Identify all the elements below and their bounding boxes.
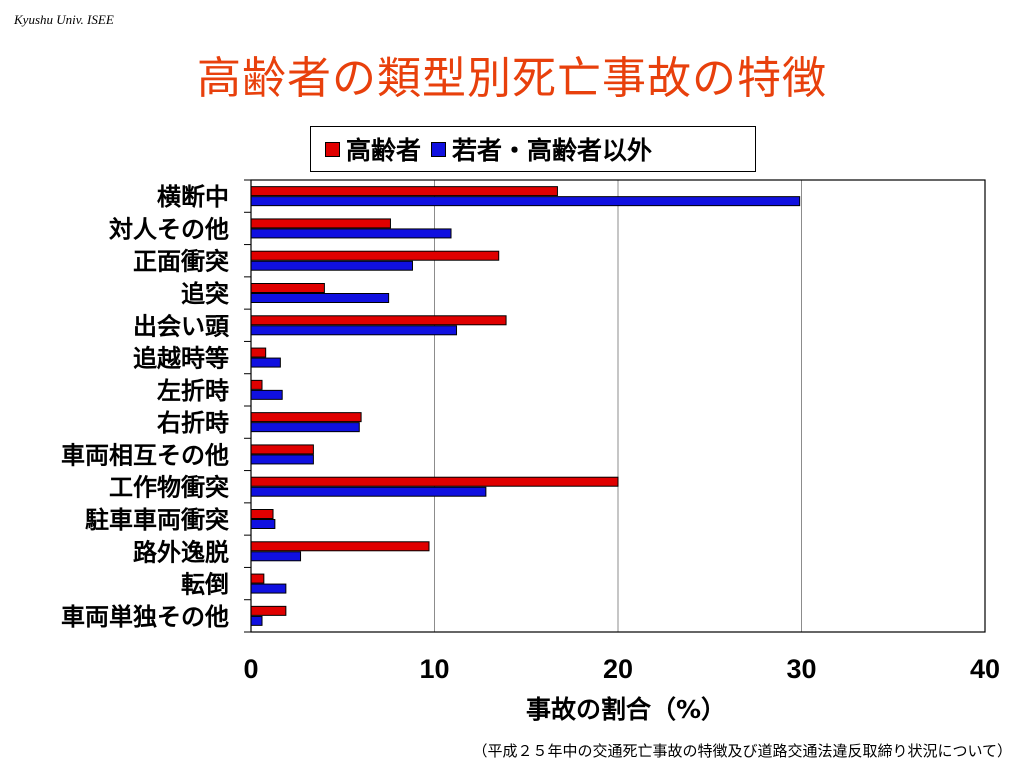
bar-others [250, 551, 302, 562]
legend-label-elderly: 高齢者 [346, 136, 422, 165]
category-label: 左折時 [157, 377, 229, 405]
x-axis-label: 事故の割合（%） [526, 695, 726, 724]
bar-elderly [250, 509, 274, 519]
bar-elderly [250, 347, 267, 358]
legend-swatch-elderly [325, 141, 340, 157]
bar-elderly [250, 186, 558, 197]
bar-elderly [250, 412, 362, 423]
bar-elderly [250, 315, 507, 326]
bar-elderly [250, 250, 500, 261]
category-label: 駐車車両衝突 [85, 506, 229, 534]
category-label: 出会い頭 [133, 312, 230, 340]
chart-legend: 高齢者 若者・高齢者以外 [310, 126, 756, 172]
bar-others [250, 293, 390, 303]
category-label: 横断中 [157, 183, 229, 211]
category-label: 正面衝突 [133, 248, 229, 276]
legend-item-elderly: 高齢者 [325, 131, 421, 167]
bar-others [250, 196, 801, 207]
x-tick-label: 30 [786, 654, 816, 684]
bar-elderly [250, 476, 619, 487]
bar-others [250, 325, 458, 336]
category-label: 車両相互その他 [61, 441, 229, 469]
bar-elderly [250, 605, 287, 616]
category-label: 右折時 [157, 409, 229, 437]
x-tick-label: 40 [970, 654, 1000, 684]
category-label: 対人その他 [109, 215, 229, 243]
bar-elderly [250, 573, 265, 584]
x-tick-label: 20 [603, 654, 633, 684]
legend-swatch-others [431, 141, 447, 157]
bar-elderly [250, 283, 325, 293]
page-title: 高齢者の類型別死亡事故の特徴 [197, 53, 827, 104]
x-tick-label: 0 [243, 654, 258, 684]
legend-label-others: 若者・高齢者以外 [452, 136, 653, 165]
category-label: 転倒 [181, 571, 229, 599]
legend-item-others: 若者・高齢者以外 [431, 131, 652, 167]
bar-others [250, 583, 287, 594]
bar-others [250, 357, 281, 368]
bar-elderly [250, 541, 430, 552]
bar-others [250, 389, 283, 400]
category-label: 工作物衝突 [109, 474, 229, 502]
bar-others [250, 422, 360, 433]
bar-others [250, 228, 452, 239]
category-label: 路外逸脱 [133, 538, 229, 566]
category-label: 追越時等 [133, 345, 229, 373]
bar-elderly [250, 444, 314, 455]
bar-others [250, 519, 276, 529]
category-label: 追突 [181, 280, 229, 308]
category-label: 車両単独その他 [61, 603, 229, 631]
source-footnote: （平成２５年中の交通死亡事故の特徴及び道路交通法違反取締り状況について） [472, 742, 1012, 760]
bar-others [250, 486, 487, 497]
x-tick-label: 10 [419, 654, 449, 684]
bar-elderly [250, 379, 263, 390]
bar-others [250, 454, 314, 465]
organization-label: Kyushu Univ. ISEE [14, 12, 114, 27]
bar-chart: 横断中対人その他正面衝突追突出会い頭追越時等左折時右折時車両相互その他工作物衝突… [61, 179, 1000, 724]
bar-others [250, 260, 413, 271]
bar-elderly [250, 218, 391, 229]
bar-others [250, 615, 263, 626]
